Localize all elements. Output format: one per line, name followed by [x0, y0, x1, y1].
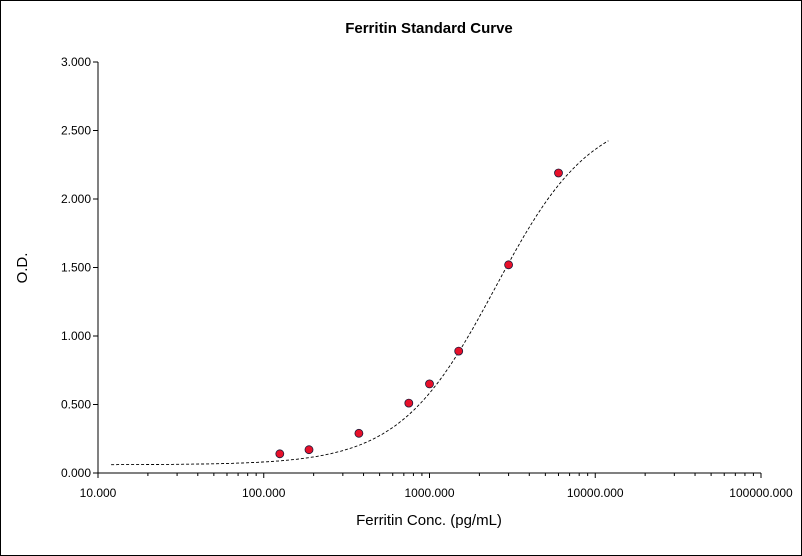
fit-curve-line	[111, 140, 609, 466]
fit-curve-layer	[111, 140, 609, 466]
data-point	[454, 346, 464, 356]
data-point	[304, 445, 314, 455]
y-axis-label: O.D.	[14, 253, 31, 284]
axes: 10.000 100.000 1000.000 10000.000 100000.000…	[61, 55, 793, 500]
x-tick-label: 1000.000	[404, 486, 454, 500]
y-tick-label: 1.500	[61, 261, 91, 275]
data-point	[425, 379, 434, 389]
data-point	[404, 398, 414, 408]
y-tick-label: 3.000	[61, 55, 91, 69]
x-axis-label: Ferritin Conc. (pg/mL)	[356, 512, 502, 529]
chart-title: Ferritin Standard Curve	[345, 20, 513, 37]
y-tick-label: 0.000	[61, 466, 91, 480]
x-tick-label: 10000.000	[567, 486, 624, 500]
y-tick-label: 1.000	[61, 329, 91, 343]
data-point	[354, 428, 364, 438]
y-tick-label: 2.000	[61, 192, 91, 206]
data-point	[554, 168, 563, 178]
y-tick-label: 0.500	[61, 398, 91, 412]
x-tick-label: 10.000	[80, 486, 117, 500]
y-tick-label: 2.500	[61, 124, 91, 138]
x-tick-label: 100000.000	[729, 486, 793, 500]
data-point	[504, 260, 514, 270]
data-points	[275, 168, 563, 459]
x-tick-label: 100.000	[242, 486, 286, 500]
data-point	[275, 449, 285, 459]
